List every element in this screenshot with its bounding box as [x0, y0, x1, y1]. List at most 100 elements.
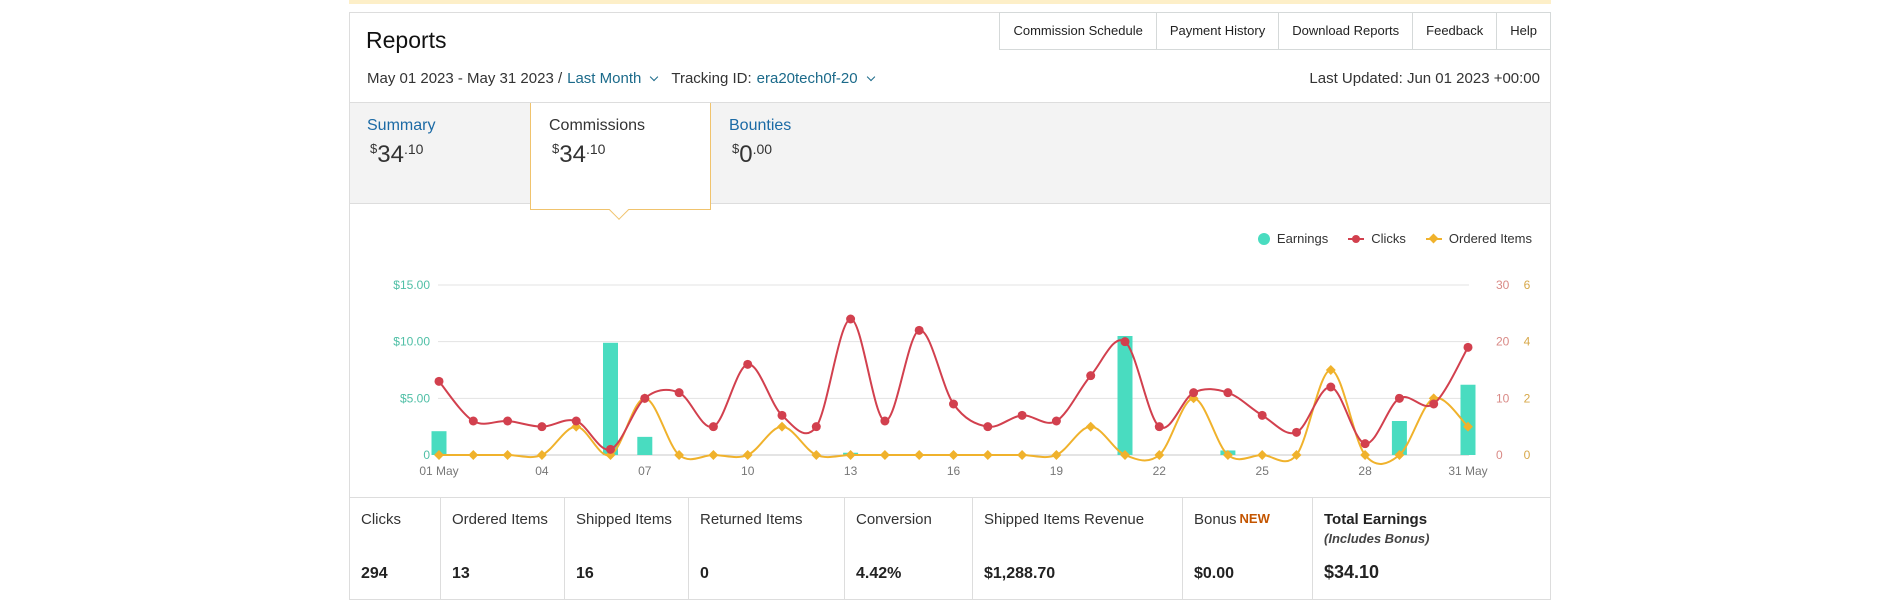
- x-tick-label: 28: [1358, 464, 1372, 478]
- reports-nav: Commission Schedule Payment History Down…: [999, 12, 1551, 50]
- y-right-clicks-tick-label: 0: [1496, 448, 1503, 462]
- ordered-items-point: [468, 450, 479, 460]
- reports-panel: Reports Commission Schedule Payment Hist…: [349, 12, 1551, 600]
- ordered-items-line: [438, 368, 1469, 465]
- x-tick-label: 25: [1256, 464, 1270, 478]
- tab-bounties-label[interactable]: Bounties: [729, 117, 792, 134]
- earnings-bar: [1391, 421, 1407, 455]
- metric-ordered-items: Ordered Items 13: [440, 498, 564, 599]
- clicks-point: [1257, 410, 1267, 420]
- clicks-point: [1223, 388, 1233, 398]
- y-right-clicks-tick-label: 20: [1496, 335, 1510, 349]
- clicks-point: [1292, 427, 1301, 437]
- legend-ordered-items[interactable]: Ordered Items: [1425, 231, 1532, 246]
- clicks-point: [468, 416, 478, 426]
- tracking-id-dropdown[interactable]: era20tech0f-20: [756, 70, 858, 87]
- y-left-tick-label: $15.00: [393, 278, 430, 292]
- clicks-point: [571, 416, 581, 426]
- earnings-bar: [431, 431, 447, 455]
- payment-history-button[interactable]: Payment History: [1155, 13, 1279, 49]
- ordered-items-point: [879, 450, 890, 460]
- clicks-point: [983, 422, 993, 432]
- y-left-tick-label: $10.00: [393, 335, 430, 349]
- clicks-point: [674, 388, 684, 398]
- legend-clicks[interactable]: Clicks: [1348, 231, 1406, 246]
- chevron-down-icon[interactable]: [866, 72, 875, 81]
- y-right-items-tick-label: 4: [1524, 335, 1531, 349]
- legend-earnings[interactable]: Earnings: [1257, 231, 1328, 246]
- y-right-items-tick-label: 0: [1524, 448, 1531, 462]
- tab-summary-label[interactable]: Summary: [367, 117, 436, 134]
- metrics-bar: Clicks 294 Ordered Items 13 Shipped Item…: [350, 497, 1550, 599]
- ordered-items-point: [914, 450, 925, 460]
- ordered-items-point: [1360, 450, 1371, 460]
- clicks-point: [1394, 393, 1404, 403]
- commission-schedule-button[interactable]: Commission Schedule: [1000, 13, 1156, 49]
- tab-bounties[interactable]: Bounties $0.00: [729, 103, 889, 205]
- clicks-point: [434, 376, 444, 386]
- metric-shipped-items: Shipped Items 16: [564, 498, 688, 599]
- clicks-point: [1360, 439, 1370, 449]
- notification-strip: [349, 0, 1551, 4]
- date-range-text: May 01 2023 - May 31 2023 /: [367, 70, 563, 87]
- x-tick-label: 31 May: [1448, 464, 1487, 478]
- chart-plot: 0 $5.00 $10.00 $15.00 0 10 20 30 0 2 4 6 01 May 04 07 1…: [393, 278, 1531, 478]
- y-left-tick-label: $5.00: [400, 391, 430, 405]
- report-filters: May 01 2023 - May 31 2023 / Last Month T…: [367, 70, 884, 87]
- clicks-point: [914, 325, 924, 335]
- tab-commissions[interactable]: Commissions $34.10: [530, 103, 711, 220]
- earnings-legend-icon: [1257, 232, 1270, 245]
- ordered-items-point: [1463, 421, 1473, 432]
- x-tick-label: 01 May: [419, 464, 458, 478]
- y-right-clicks-tick-label: 30: [1496, 278, 1510, 292]
- clicks-point: [1051, 416, 1061, 426]
- ordered-items-point: [1291, 450, 1302, 460]
- commissions-amount: $34.10: [552, 141, 606, 168]
- tab-summary[interactable]: Summary $34.10: [367, 103, 527, 205]
- ordered-items-point: [1222, 450, 1233, 460]
- x-tick-label: 04: [535, 464, 549, 478]
- clicks-point: [1120, 337, 1130, 347]
- ordered-items-point: [1085, 421, 1096, 432]
- earnings-bar: [1117, 336, 1133, 455]
- clicks-point: [811, 422, 821, 432]
- ordered-items-point: [1394, 450, 1405, 460]
- metric-conversion: Conversion 4.42%: [844, 498, 972, 599]
- x-tick-label: 19: [1050, 464, 1064, 478]
- tab-commissions-label[interactable]: Commissions: [549, 117, 646, 134]
- ordered-items-point: [1017, 450, 1028, 460]
- clicks-point: [1189, 388, 1199, 398]
- help-button[interactable]: Help: [1496, 13, 1550, 49]
- clicks-point: [846, 314, 856, 324]
- metric-shipped-items-revenue: Shipped Items Revenue $1,288.70: [972, 498, 1182, 599]
- clicks-point: [1154, 422, 1164, 432]
- ordered-items-point: [845, 450, 856, 460]
- report-tabs: Summary $34.10 Commissions $34.10 Bounti…: [350, 102, 1550, 220]
- clicks-point: [880, 416, 890, 426]
- summary-amount: $34.10: [370, 141, 424, 168]
- x-tick-label: 16: [947, 464, 961, 478]
- clicks-point: [1463, 342, 1473, 352]
- metric-returned-items: Returned Items 0: [688, 498, 844, 599]
- clicks-point: [1086, 371, 1096, 381]
- period-dropdown[interactable]: Last Month: [567, 70, 642, 87]
- clicks-point: [503, 416, 513, 426]
- x-tick-label: 22: [1153, 464, 1167, 478]
- y-right-items-tick-label: 2: [1524, 391, 1531, 405]
- ordered-items-point: [811, 450, 822, 460]
- bounties-amount: $0.00: [732, 141, 773, 168]
- y-right-items-tick-label: 6: [1524, 278, 1531, 292]
- last-updated-text: Last Updated: Jun 01 2023 +00:00: [1309, 70, 1540, 87]
- tracking-id-label: Tracking ID:: [671, 70, 752, 87]
- earnings-bar: [603, 342, 618, 455]
- ordered-items-point: [1120, 450, 1130, 460]
- metric-total-earnings: Total Earnings (Includes Bonus) $34.10: [1312, 498, 1450, 599]
- y-left-tick-label: 0: [423, 448, 430, 462]
- feedback-button[interactable]: Feedback: [1412, 13, 1497, 49]
- chevron-down-icon[interactable]: [650, 72, 659, 81]
- download-reports-button[interactable]: Download Reports: [1278, 13, 1413, 49]
- clicks-legend-icon: [1348, 234, 1365, 243]
- ordered-items-point: [742, 450, 753, 460]
- ordered-items-legend-icon: [1425, 233, 1442, 243]
- clicks-point: [606, 444, 615, 454]
